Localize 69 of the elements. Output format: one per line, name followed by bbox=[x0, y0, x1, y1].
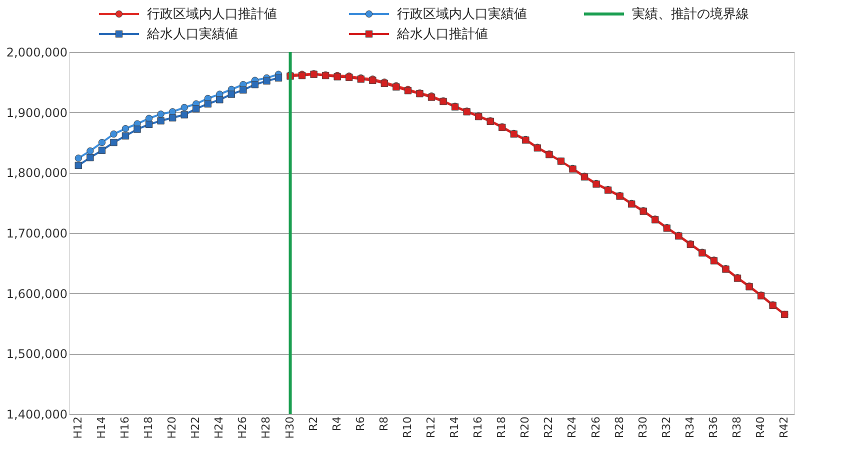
point bbox=[204, 100, 212, 108]
x-tick-label: H28 bbox=[260, 416, 273, 439]
x-tick-label: H16 bbox=[118, 416, 132, 439]
x-tick-label: R20 bbox=[518, 416, 532, 438]
point bbox=[157, 117, 164, 124]
x-tick-label: R26 bbox=[589, 416, 602, 438]
point bbox=[145, 120, 153, 128]
point bbox=[274, 74, 282, 82]
x-tick-label: R32 bbox=[660, 416, 673, 438]
point bbox=[251, 80, 259, 88]
x-tick-label: R36 bbox=[706, 416, 720, 438]
point bbox=[263, 77, 270, 85]
x-tick-label: H20 bbox=[166, 416, 179, 439]
x-tick-label: R24 bbox=[566, 416, 579, 438]
y-tick-label: 1,800,000 bbox=[6, 166, 68, 180]
point bbox=[240, 86, 247, 94]
point bbox=[110, 130, 118, 138]
x-tick-label: R4 bbox=[330, 416, 344, 432]
point bbox=[86, 154, 94, 162]
x-tick-label: R2 bbox=[306, 416, 320, 432]
x-tick-label: R28 bbox=[612, 416, 626, 438]
y-tick-label: 2,000,000 bbox=[6, 46, 68, 60]
point bbox=[74, 162, 82, 170]
point bbox=[134, 126, 141, 133]
x-tick-label: R30 bbox=[636, 416, 650, 438]
x-tick-label: H26 bbox=[236, 416, 250, 439]
y-tick-label: 1,600,000 bbox=[6, 286, 68, 301]
point bbox=[86, 147, 94, 155]
point bbox=[122, 125, 130, 132]
point bbox=[168, 108, 176, 116]
point bbox=[122, 132, 130, 140]
point bbox=[180, 104, 188, 112]
y-tick-label: 1,900,000 bbox=[6, 106, 68, 120]
x-tick-label: H14 bbox=[94, 416, 108, 439]
point bbox=[192, 105, 200, 112]
point bbox=[216, 96, 224, 104]
x-tick-label: R6 bbox=[354, 416, 367, 432]
legend-label: 行政区域内人口実績値 bbox=[397, 6, 527, 22]
x-tick-label: R8 bbox=[377, 416, 390, 432]
point bbox=[98, 146, 106, 154]
x-tick-label: R22 bbox=[542, 416, 556, 438]
x-tick-label: R42 bbox=[778, 416, 791, 438]
x-tick-label: R18 bbox=[495, 416, 508, 438]
x-tick-label: R10 bbox=[400, 416, 414, 438]
x-tick-label: H24 bbox=[212, 416, 226, 439]
x-tick-label: R40 bbox=[754, 416, 768, 438]
point bbox=[74, 154, 82, 162]
x-tick-label: R34 bbox=[683, 416, 696, 438]
x-tick-label: R16 bbox=[472, 416, 485, 438]
x-tick-label: H12 bbox=[71, 416, 84, 439]
legend-label: 給水人口推計値 bbox=[396, 27, 488, 42]
x-tick-label: R12 bbox=[424, 416, 438, 438]
x-tick-label: H22 bbox=[189, 416, 202, 439]
y-tick-label: 1,400,000 bbox=[6, 408, 68, 422]
legend-label: 行政区域内人口推計値 bbox=[147, 7, 277, 22]
x-tick-label: R14 bbox=[448, 416, 462, 438]
y-tick-label: 1,700,000 bbox=[6, 226, 68, 240]
point bbox=[180, 111, 188, 118]
point bbox=[98, 138, 106, 146]
point bbox=[157, 110, 164, 118]
point bbox=[228, 90, 236, 98]
x-tick-label: R38 bbox=[730, 416, 744, 438]
x-tick-label: H30 bbox=[283, 416, 296, 439]
legend-label: 実績、推計の境界線 bbox=[632, 6, 749, 22]
point bbox=[110, 138, 118, 146]
y-tick-label: 1,500,000 bbox=[6, 347, 68, 362]
x-tick-label: H18 bbox=[142, 416, 156, 439]
legend-label: 給水人口実績値 bbox=[146, 26, 238, 42]
point bbox=[168, 114, 176, 122]
